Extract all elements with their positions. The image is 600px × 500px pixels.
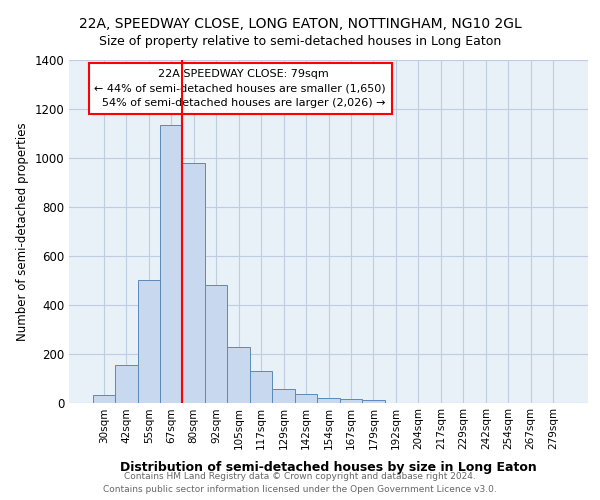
Y-axis label: Number of semi-detached properties: Number of semi-detached properties [16, 122, 29, 340]
Text: 22A SPEEDWAY CLOSE: 79sqm
← 44% of semi-detached houses are smaller (1,650)
  54: 22A SPEEDWAY CLOSE: 79sqm ← 44% of semi-… [94, 68, 386, 108]
Text: Contains HM Land Registry data © Crown copyright and database right 2024.: Contains HM Land Registry data © Crown c… [124, 472, 476, 481]
Bar [250, 370, 272, 402]
Bar [92, 395, 115, 402]
Text: 22A, SPEEDWAY CLOSE, LONG EATON, NOTTINGHAM, NG10 2GL: 22A, SPEEDWAY CLOSE, LONG EATON, NOTTING… [79, 18, 521, 32]
Bar [205, 285, 227, 403]
Bar [137, 280, 160, 402]
Bar [182, 162, 205, 402]
X-axis label: Distribution of semi-detached houses by size in Long Eaton: Distribution of semi-detached houses by … [120, 460, 537, 473]
Bar [227, 348, 250, 403]
Bar [115, 364, 137, 403]
Text: Contains public sector information licensed under the Open Government Licence v3: Contains public sector information licen… [103, 485, 497, 494]
Bar [295, 394, 317, 402]
Bar [160, 125, 182, 402]
Bar [340, 400, 362, 402]
Bar [362, 400, 385, 402]
Bar [317, 398, 340, 402]
Text: Size of property relative to semi-detached houses in Long Eaton: Size of property relative to semi-detach… [99, 35, 501, 48]
Bar [272, 388, 295, 402]
